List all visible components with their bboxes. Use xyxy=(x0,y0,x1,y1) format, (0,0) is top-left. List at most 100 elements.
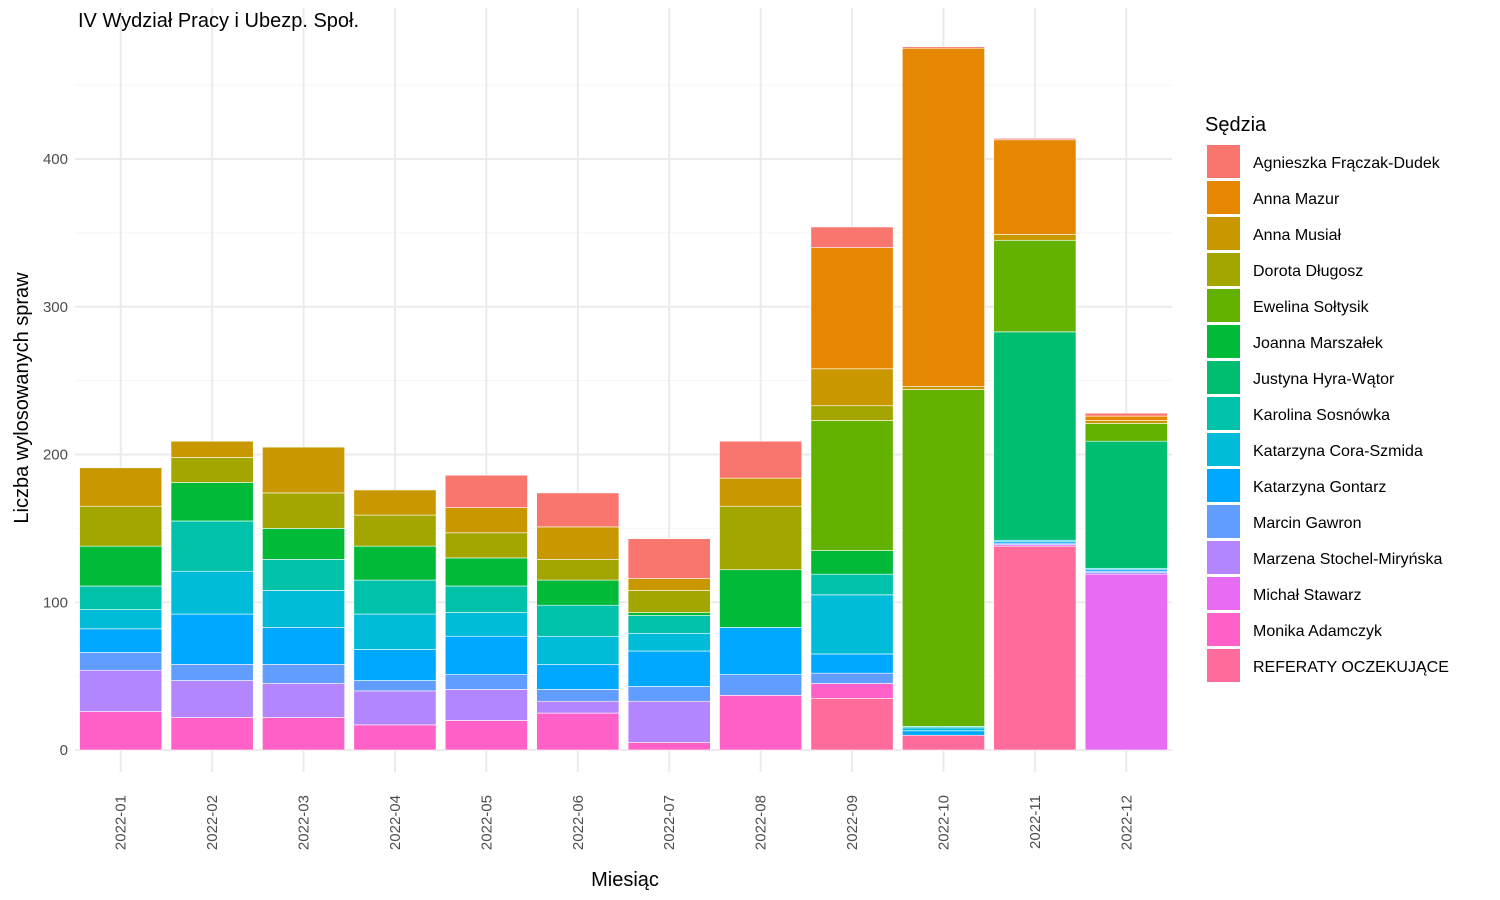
bar-segment xyxy=(902,730,985,736)
bar-segment xyxy=(719,627,803,675)
bar-segment xyxy=(993,545,1077,751)
bar-segment xyxy=(536,579,620,606)
x-tick-label: 2022-03 xyxy=(296,795,313,850)
bar-segment xyxy=(627,578,711,591)
y-axis-ticks: 0 100 200 300 400 xyxy=(43,151,68,759)
bar-segment xyxy=(1084,412,1168,417)
legend-swatch xyxy=(1207,613,1240,646)
bar-segment xyxy=(79,505,163,547)
legend-label: Dorota Długosz xyxy=(1253,263,1363,280)
legend-swatch xyxy=(1207,469,1240,502)
x-tick-label: 2022-10 xyxy=(935,795,952,850)
legend-swatch xyxy=(1207,181,1240,214)
x-tick-label: 2022-02 xyxy=(204,795,221,850)
bar-segment xyxy=(810,226,894,248)
bar-segment xyxy=(170,664,254,681)
bar-segment xyxy=(444,585,528,613)
bar-segment xyxy=(536,712,620,751)
y-tick-label: 200 xyxy=(43,447,68,464)
bar-segment xyxy=(353,489,437,516)
bar-segment xyxy=(170,457,254,483)
bar-segment xyxy=(444,532,528,559)
bar-segment xyxy=(262,717,345,751)
legend-label: Katarzyna Cora-Szmida xyxy=(1253,443,1423,460)
legend-label: Marzena Stochel-Miryńska xyxy=(1253,551,1443,568)
bar-segment xyxy=(262,559,345,591)
x-tick-label: 2022-12 xyxy=(1118,795,1135,850)
bar-segment xyxy=(536,526,620,560)
legend-label: REFERATY OCZEKUJĄCE xyxy=(1253,659,1449,676)
bar-segment xyxy=(79,669,163,712)
legend-swatch xyxy=(1207,361,1240,394)
legend-label: Anna Mazur xyxy=(1253,191,1340,208)
bar-segment xyxy=(810,683,894,699)
bar-segment xyxy=(627,612,711,616)
bar-segment xyxy=(993,139,1077,235)
bar-segment xyxy=(810,653,894,674)
bar-segment xyxy=(170,717,254,751)
bar-segment xyxy=(79,609,163,630)
bar-segment xyxy=(993,234,1077,241)
bar-segment xyxy=(444,507,528,534)
bar-segment xyxy=(444,720,528,751)
bar-segment xyxy=(353,649,437,681)
bar-segment xyxy=(719,477,803,507)
bar-segment xyxy=(902,46,985,49)
bar-segment xyxy=(79,585,163,610)
bar-segment xyxy=(719,695,803,751)
bar-segment xyxy=(536,689,620,702)
bar-segment xyxy=(627,700,711,743)
bar-segment xyxy=(353,724,437,751)
bar-segment xyxy=(810,420,894,551)
bars xyxy=(79,46,1168,751)
legend-swatch xyxy=(1207,145,1240,178)
legend-swatch xyxy=(1207,649,1240,682)
bar-segment xyxy=(79,652,163,671)
bar-segment xyxy=(627,615,711,634)
bar-segment xyxy=(1084,440,1168,569)
legend-swatch xyxy=(1207,325,1240,358)
x-tick-label: 2022-08 xyxy=(753,795,770,850)
bar-segment xyxy=(444,635,528,675)
bar-segment xyxy=(444,474,528,508)
bar-segment xyxy=(536,559,620,581)
legend-label: Marcin Gawron xyxy=(1253,515,1361,532)
bar-segment xyxy=(79,467,163,507)
bar-segment xyxy=(536,604,620,637)
legend-swatch xyxy=(1207,217,1240,250)
bar-segment xyxy=(902,734,985,751)
bar-segment xyxy=(262,492,345,529)
legend-label: Katarzyna Gontarz xyxy=(1253,479,1386,496)
y-axis-title: Liczba wylosowanych spraw xyxy=(11,272,33,524)
x-axis-ticks: 2022-01 2022-02 2022-03 2022-04 2022-05 2022-… xyxy=(113,795,1136,850)
bar-segment xyxy=(1084,573,1168,751)
bar-segment xyxy=(353,680,437,692)
bar-segment xyxy=(627,650,711,687)
x-tick-label: 2022-07 xyxy=(661,795,678,850)
legend-label: Justyna Hyra-Wątor xyxy=(1253,371,1395,388)
bar-segment xyxy=(1084,423,1168,442)
bar-segment xyxy=(719,505,803,571)
y-tick-label: 300 xyxy=(43,299,68,316)
legend-label: Michał Stawarz xyxy=(1253,587,1361,604)
bar-segment xyxy=(170,613,254,665)
bar-segment xyxy=(719,440,803,479)
bar-segment xyxy=(810,697,894,751)
legend-label: Karolina Sosnówka xyxy=(1253,407,1390,424)
bar-segment xyxy=(262,446,345,494)
bar-segment xyxy=(353,514,437,547)
bar-segment xyxy=(79,628,163,653)
bar-segment xyxy=(627,538,711,579)
chart-title: IV Wydział Pracy i Ubezp. Społ. xyxy=(78,10,359,32)
legend-label: Ewelina Sołtysik xyxy=(1253,299,1370,316)
bar-segment xyxy=(536,700,620,714)
x-tick-label: 2022-04 xyxy=(387,795,404,850)
bar-segment xyxy=(1084,420,1168,424)
bar-segment xyxy=(719,674,803,696)
bar-segment xyxy=(810,550,894,575)
bar-segment xyxy=(810,573,894,596)
bar-segment xyxy=(993,239,1077,333)
bar-segment xyxy=(444,689,528,721)
bar-segment xyxy=(902,727,985,732)
